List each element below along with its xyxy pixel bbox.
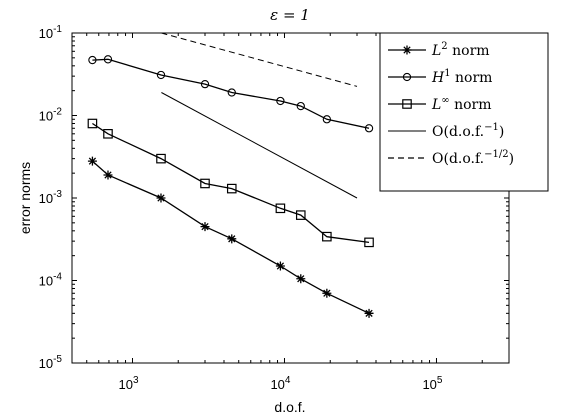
data-point-square [87, 118, 98, 129]
y-tick-label: 10-3 [39, 189, 63, 206]
legend-item-l2: L2 norm [388, 41, 490, 59]
legend-marker-circle [402, 72, 412, 82]
x-axis-label: d.o.f. [274, 399, 305, 415]
data-point-circle [156, 70, 166, 80]
data-point-circle [322, 115, 332, 124]
data-point-square [364, 237, 374, 248]
data-point-star [322, 288, 332, 298]
data-point-star [156, 193, 166, 203]
data-point-circle [227, 88, 236, 97]
data-point-square [156, 153, 166, 164]
data-point-square [200, 178, 210, 189]
y-tick-label: 10-5 [39, 354, 63, 371]
y-tick-label: 10-4 [39, 272, 63, 289]
legend-label: L2 norm [431, 41, 490, 59]
data-point-square [103, 129, 113, 139]
legend-marker-square [402, 99, 412, 109]
legend-label: O(d.o.f.−1) [432, 122, 504, 140]
legend-box [379, 32, 549, 192]
data-point-star [87, 156, 97, 166]
legend-item-linf: L∞ norm [388, 95, 492, 113]
series-2 [87, 118, 374, 248]
chart-title: ε = 1 [270, 6, 310, 24]
y-axis-label: error norms [17, 162, 33, 234]
legend-marker-star [402, 45, 412, 55]
data-point-circle [88, 55, 97, 65]
data-point-star [103, 170, 113, 180]
series-3 [161, 92, 358, 199]
data-point-star [200, 222, 210, 232]
series-4 [161, 33, 358, 87]
data-point-square [226, 183, 237, 194]
data-point-circle [103, 55, 113, 64]
series-layer [87, 33, 374, 318]
data-point-star [275, 261, 285, 271]
x-tick-label: 104 [270, 375, 290, 392]
data-point-circle [200, 79, 210, 89]
series-line [161, 92, 358, 199]
series-1 [88, 55, 374, 133]
data-point-circle [364, 124, 374, 133]
series-0 [87, 156, 374, 318]
legend: L2 norm H1 norm L∞ norm O(d.o.f.−1) O(d.o.f.… [379, 32, 549, 192]
legend-item-o1: O(d.o.f.−1) [388, 122, 504, 140]
data-point-circle [276, 96, 285, 106]
y-tick-label: 10-1 [39, 24, 63, 41]
series-line [161, 33, 358, 87]
x-tick-label: 103 [118, 375, 138, 392]
legend-label: H1 norm [431, 68, 492, 86]
data-point-square [322, 231, 332, 242]
data-point-square [275, 203, 286, 214]
series-line [92, 58, 370, 129]
y-tick-label: 10-2 [39, 107, 63, 124]
legend-label: L∞ norm [431, 95, 492, 113]
data-point-star [296, 274, 306, 284]
data-point-star [227, 234, 237, 244]
data-point-circle [296, 101, 305, 111]
legend-item-ohalf: O(d.o.f.−1/2) [388, 149, 514, 167]
data-point-star [364, 308, 374, 318]
x-tick-label: 105 [422, 375, 442, 392]
data-point-square [295, 210, 306, 220]
legend-label: O(d.o.f.−1/2) [432, 149, 514, 167]
legend-item-h1: H1 norm [388, 68, 492, 86]
series-line [92, 122, 370, 244]
